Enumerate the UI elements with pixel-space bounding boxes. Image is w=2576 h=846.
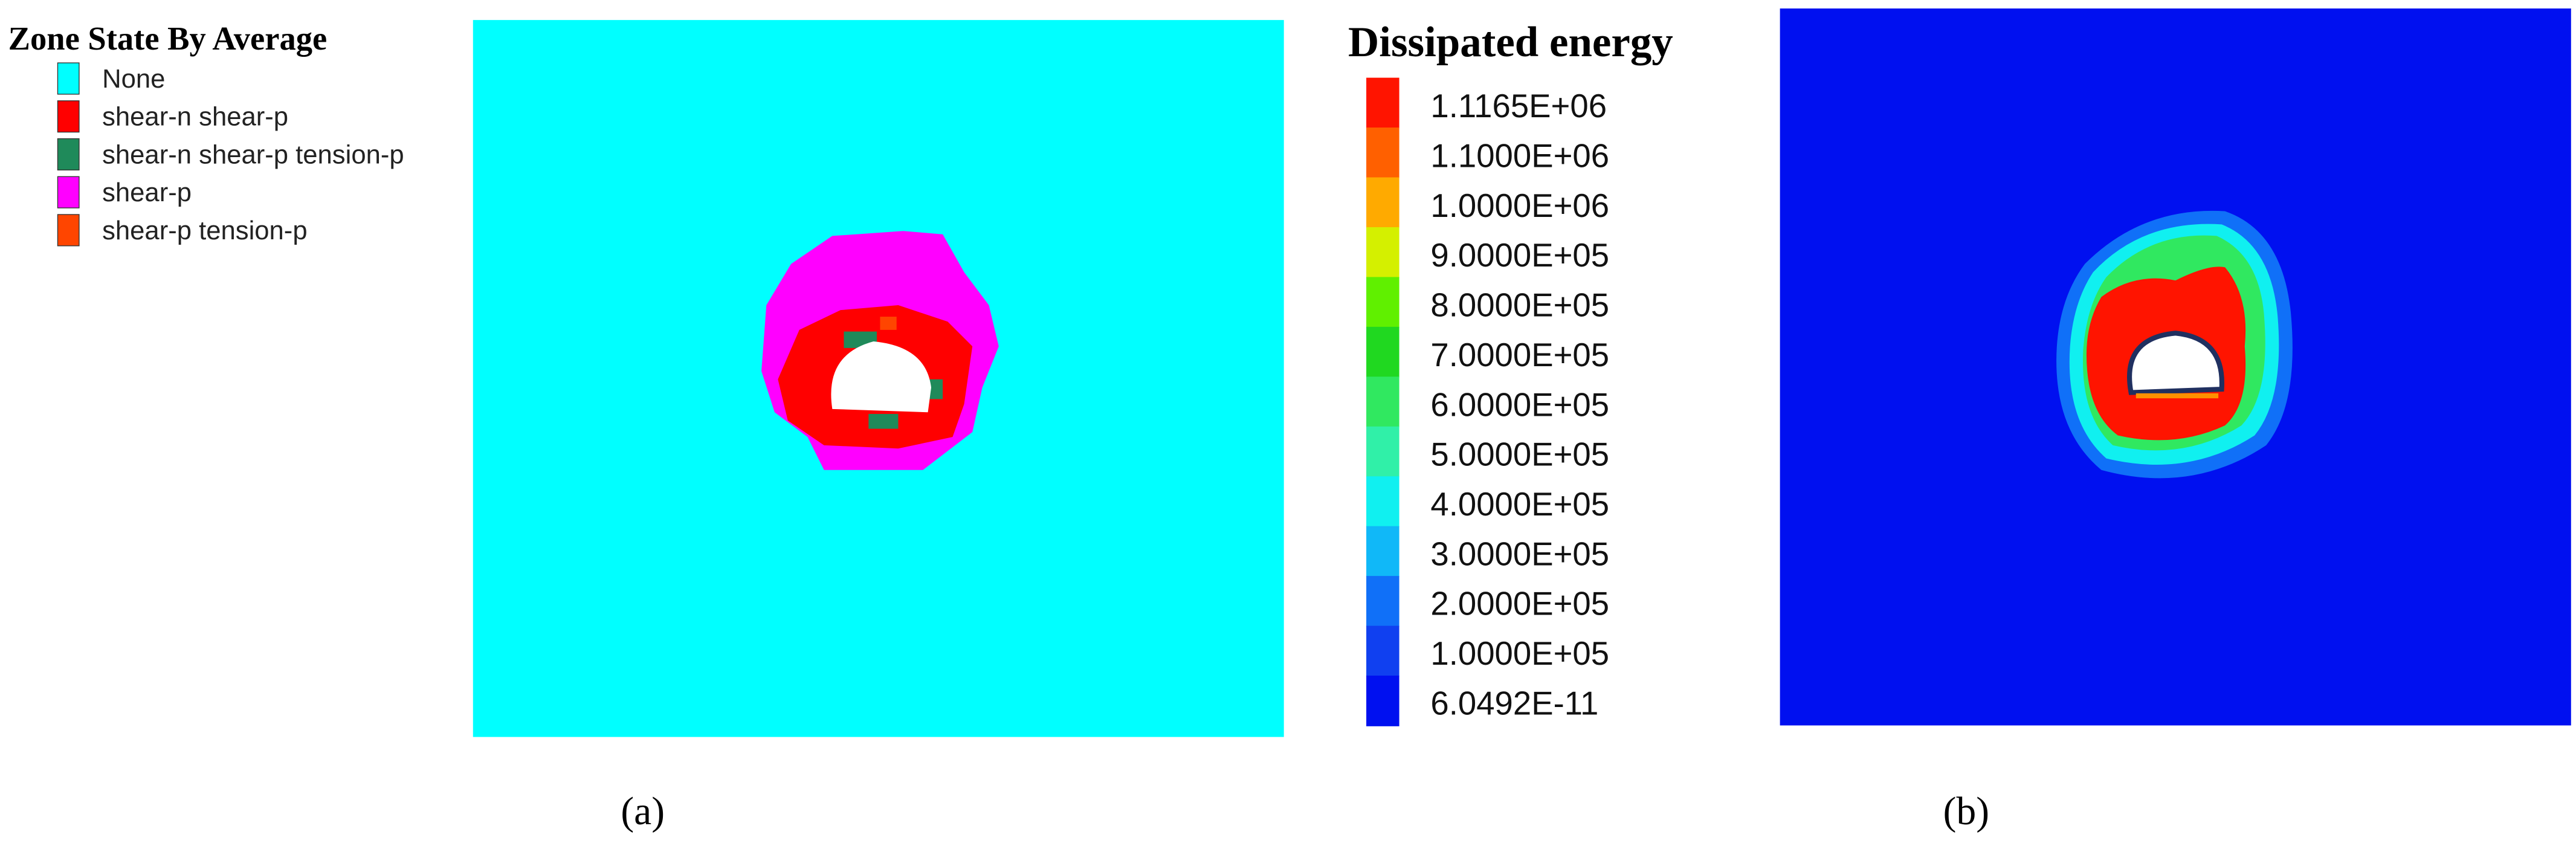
tension-bit [868,413,899,429]
colorbar-label: 8.0000E+05 [1430,287,1609,324]
legend-label: shear-p tension-p [102,216,307,245]
colorbar-band [1366,625,1399,677]
colorbar-band [1366,526,1399,577]
colorbar-band [1366,676,1399,726]
legend-swatch [57,214,80,247]
colorbar-label: 5.0000E+05 [1430,436,1609,473]
legend-label: None [102,65,165,94]
legend-swatch [57,100,80,133]
colorbar-band [1366,277,1399,328]
zone-legend-title: Zone State By Average [8,20,328,57]
colorbar-band [1366,476,1399,528]
colorbar-label: 1.0000E+06 [1430,187,1609,224]
colorbar-label: 1.0000E+05 [1430,635,1609,672]
opening [831,341,932,413]
energy-legend-title: Dissipated energy [1348,19,1673,66]
colorbar-band [1366,326,1399,378]
legend-swatch [57,138,80,171]
legend-label: shear-n shear-p tension-p [102,140,404,169]
colorbar-label: 6.0492E-11 [1430,685,1598,722]
panel-label: (a) [621,790,665,833]
panel-label: (b) [1943,790,1989,833]
colorbar-band [1366,576,1399,627]
colorbar-band [1366,77,1399,129]
legend-label: shear-n shear-p [102,103,288,132]
colorbar-band [1366,376,1399,428]
colorbar-band [1366,426,1399,477]
opening [2126,331,2225,395]
colorbar-label: 3.0000E+05 [1430,535,1609,572]
colorbar-band [1366,177,1399,228]
zone-legend: None shear-n shear-p shear-n shear-p tensi… [57,62,404,247]
colorbar-label: 7.0000E+05 [1430,337,1609,373]
colorbar-band [1366,128,1399,178]
colorbar-label: 4.0000E+05 [1430,486,1609,523]
colorbar-label: 6.0000E+05 [1430,386,1609,423]
colorbar-label: 1.1165E+06 [1430,88,1607,124]
colorbar-label: 1.1000E+06 [1430,137,1609,174]
tension-bit [880,317,897,330]
colorbar-band [1366,227,1399,278]
legend-swatch [57,62,80,95]
legend-label: shear-p [102,178,192,207]
colorbar-label: 9.0000E+05 [1430,237,1609,274]
colorbar-label: 2.0000E+05 [1430,586,1609,622]
legend-swatch [57,176,80,208]
energy-legend: 1.1165E+06 1.1000E+06 1.0000E+06 9.0000E+05… [1366,77,1609,726]
